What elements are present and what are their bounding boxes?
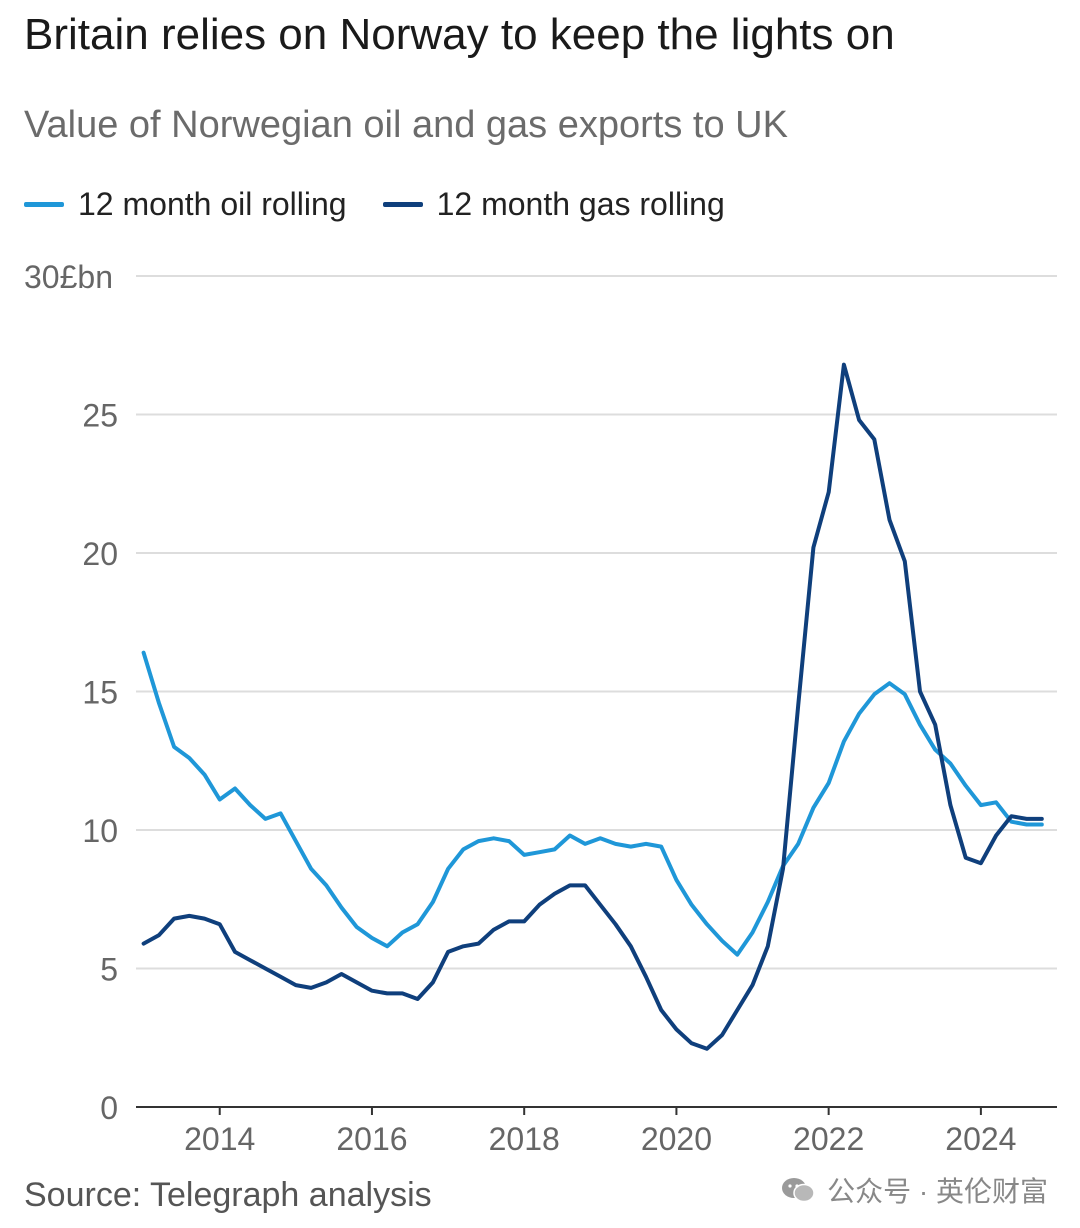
y-tick-label: 20 [82,536,118,572]
watermark: 公众号 · 英伦财富 [781,1170,1048,1210]
legend-label-gas: 12 month gas rolling [436,186,725,222]
watermark-text: 公众号 · 英伦财富 [827,1176,1048,1207]
y-tick-label: 25 [82,398,118,434]
legend-item-gas: 12 month gas rolling [382,186,725,223]
x-tick-label: 2022 [793,1121,864,1157]
y-tick-label: 0 [100,1090,118,1126]
source-note: Source: Telegraph analysis [24,1176,432,1214]
y-tick-label: 30£bn [24,259,113,295]
legend-swatch-oil [24,202,64,207]
gas-series-line [141,362,1044,1051]
x-tick-label: 2018 [489,1121,560,1157]
oil-series-line [141,650,1044,957]
x-tick-label: 2016 [336,1121,407,1157]
chart-subtitle: Value of Norwegian oil and gas exports t… [24,104,788,146]
wechat-icon [782,1178,815,1203]
y-tick-label: 15 [82,675,118,711]
y-tick-label: 5 [100,952,118,988]
legend-swatch-gas [382,202,423,207]
series-lines [141,362,1044,1051]
legend-item-oil: 12 month oil rolling [24,186,347,223]
legend: 12 month oil rolling 12 month gas rollin… [24,186,761,223]
legend-label-oil: 12 month oil rolling [78,186,347,222]
x-tick-label: 2024 [945,1121,1016,1157]
x-tick-label: 2014 [184,1121,255,1157]
y-axis-ticks: 0 5 10 15 20 25 30£bn [24,259,118,1126]
chart-title: Britain relies on Norway to keep the lig… [24,10,895,59]
y-tick-label: 10 [82,813,118,849]
x-tick-label: 2020 [641,1121,712,1157]
x-axis-ticks: 2014 2016 2018 2020 2022 2024 [184,1107,1016,1157]
